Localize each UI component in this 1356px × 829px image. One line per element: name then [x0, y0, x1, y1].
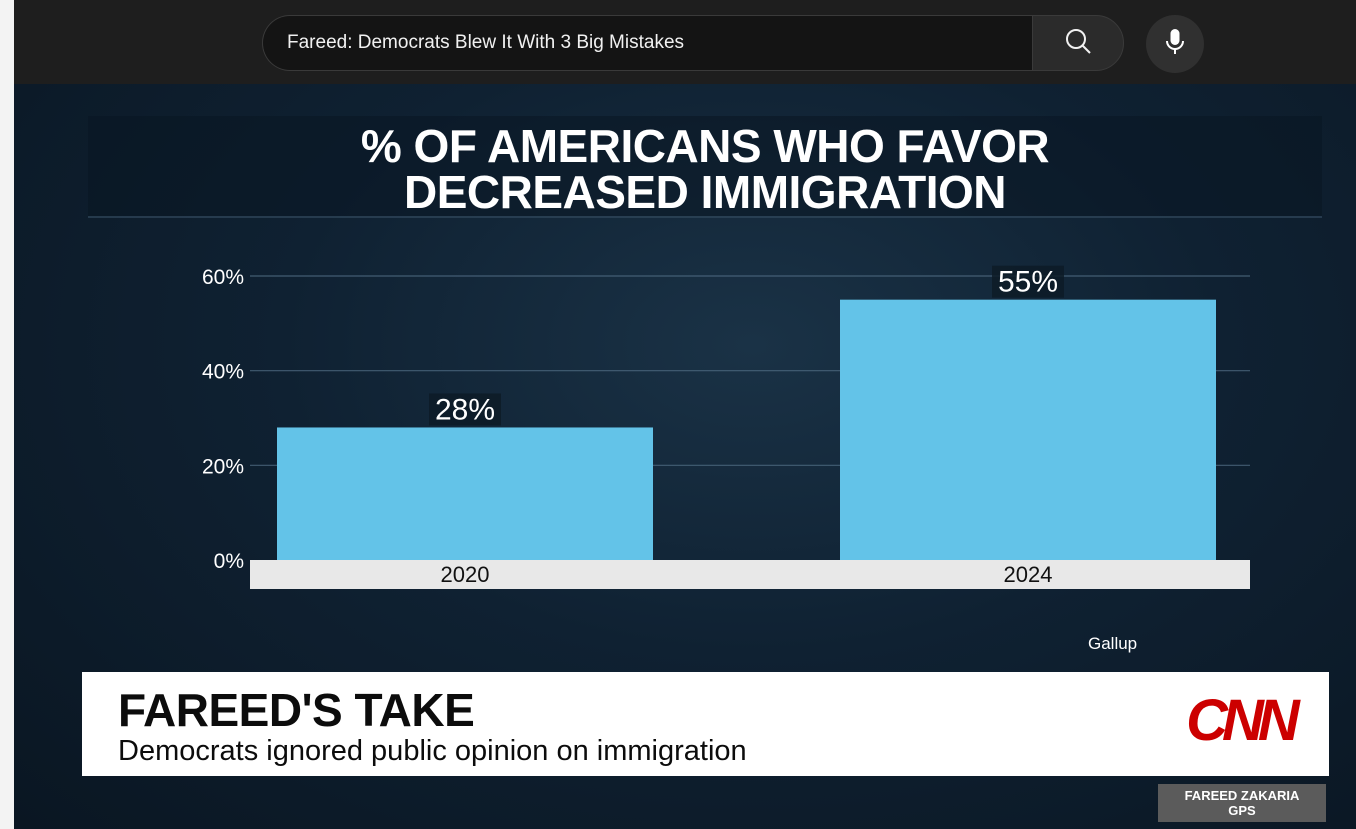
show-tag: FAREED ZAKARIA GPS: [1158, 784, 1326, 822]
chart-title-line-2: DECREASED IMMIGRATION: [404, 166, 1007, 218]
bar-chart: 0% 20% 40% 60% 28% 2020 55% 2024: [202, 265, 1250, 589]
chart-title-band: [88, 116, 1322, 218]
lower-third: FAREED'S TAKE Democrats ignored public o…: [82, 672, 1329, 776]
bar: [840, 299, 1216, 560]
y-tick-label: 20%: [202, 455, 244, 478]
search-input[interactable]: Fareed: Democrats Blew It With 3 Big Mis…: [262, 15, 1032, 71]
lower-third-title: FAREED'S TAKE: [118, 684, 475, 736]
chart-source: Gallup: [1088, 634, 1138, 653]
lower-third-subtitle: Democrats ignored public opinion on immi…: [118, 735, 747, 767]
y-tick-label: 40%: [202, 361, 244, 384]
voice-search-button[interactable]: [1146, 15, 1204, 73]
data-label: 28%: [435, 393, 495, 426]
microphone-icon: [1164, 28, 1186, 61]
x-tick-label: 2024: [1004, 562, 1053, 587]
show-tag-line-2: GPS: [1228, 803, 1256, 818]
page-edge: [0, 0, 14, 829]
search-icon: [1064, 27, 1092, 60]
x-axis-band: [250, 560, 1250, 589]
y-tick-label: 0%: [214, 550, 244, 573]
y-tick-label: 60%: [202, 266, 244, 289]
data-label-bg: [992, 265, 1064, 298]
bar: [277, 427, 653, 560]
cnn-logo: CNN: [1186, 690, 1304, 750]
top-bar: Fareed: Democrats Blew It With 3 Big Mis…: [14, 0, 1356, 84]
data-label-bg: [429, 393, 501, 426]
show-tag-line-1: FAREED ZAKARIA: [1184, 788, 1300, 803]
cnn-logo-text: CNN: [1186, 690, 1301, 750]
chart-title-line-1: % OF AMERICANS WHO FAVOR: [360, 120, 1050, 172]
search-button[interactable]: [1032, 15, 1124, 71]
search-query: Fareed: Democrats Blew It With 3 Big Mis…: [287, 32, 685, 53]
data-label: 55%: [998, 266, 1058, 299]
x-tick-label: 2020: [441, 562, 490, 587]
video-frame[interactable]: % OF AMERICANS WHO FAVOR DECREASED IMMIG…: [14, 84, 1356, 829]
